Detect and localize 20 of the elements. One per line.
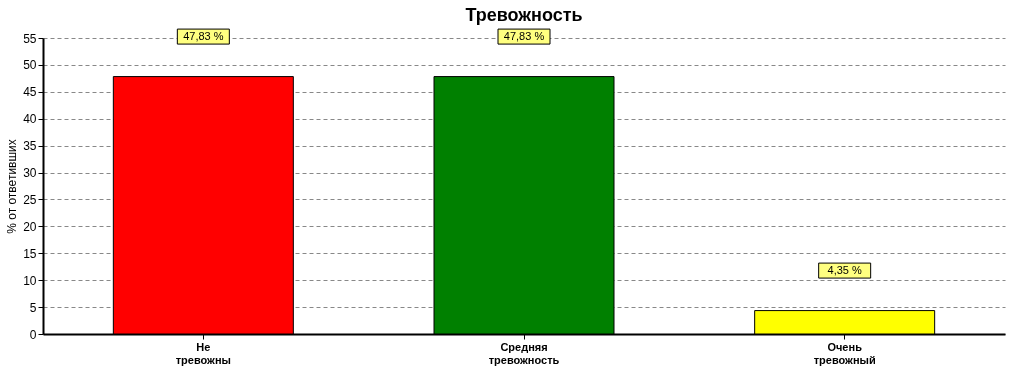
data-label: 4,35 % bbox=[827, 263, 863, 276]
y-tick-label: 0 bbox=[29, 327, 37, 342]
y-tick-label: 35 bbox=[23, 139, 37, 154]
y-tick-label: 30 bbox=[23, 166, 37, 181]
y-tick-label: 10 bbox=[23, 273, 37, 288]
y-tick-label: 5 bbox=[29, 300, 37, 315]
y-tick-label: 15 bbox=[23, 246, 37, 261]
y-tick-label: 25 bbox=[23, 192, 37, 207]
data-label: 47,83 % bbox=[183, 29, 224, 42]
y-axis-title: % от ответивших bbox=[5, 139, 20, 234]
data-label: 47,83 % bbox=[503, 29, 545, 42]
x-tick-label: Очень тревожный bbox=[813, 340, 876, 366]
y-tick-label: 20 bbox=[23, 219, 37, 234]
chart-title: Тревожность bbox=[465, 4, 583, 25]
x-tick-label: Средняя тревожность bbox=[488, 340, 560, 366]
x-tick-label: Не тревожны bbox=[175, 340, 231, 366]
y-tick-label: 45 bbox=[23, 85, 37, 100]
y-tick-label: 55 bbox=[23, 31, 37, 46]
y-tick-label: 50 bbox=[23, 58, 37, 73]
y-tick-label: 40 bbox=[23, 112, 37, 127]
